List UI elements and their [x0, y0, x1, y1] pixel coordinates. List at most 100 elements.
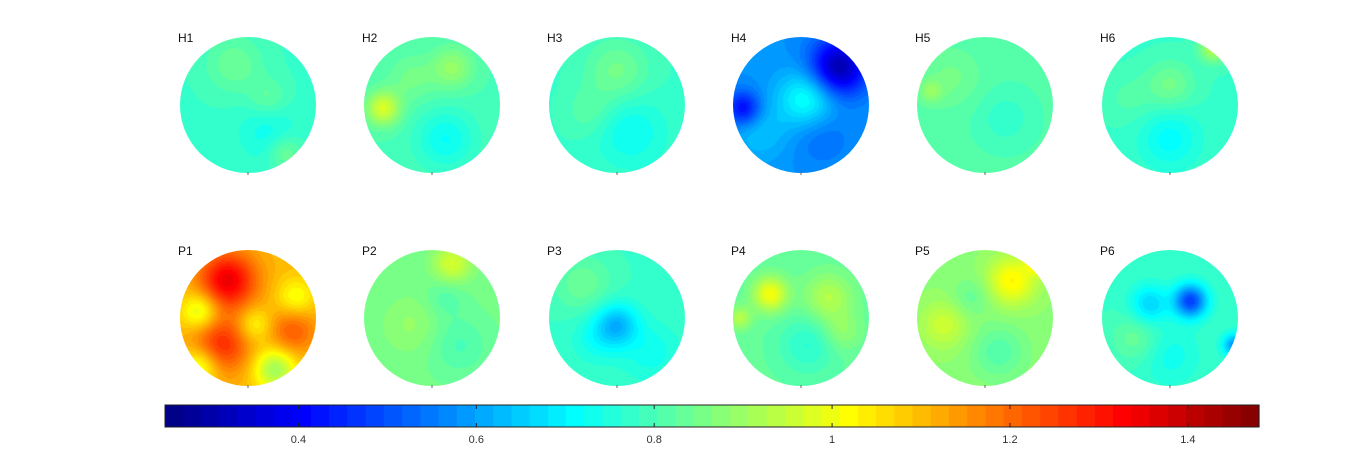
colorbar-segment	[967, 405, 987, 427]
colorbar-segment	[1058, 405, 1078, 427]
panel-label-p1: P1	[178, 244, 193, 258]
colorbar-segment	[219, 405, 239, 427]
colorbar-segment	[1204, 405, 1224, 427]
panel-label-h3: H3	[547, 31, 563, 45]
colorbar-segment	[329, 405, 348, 427]
topo-map-p6	[1102, 250, 1238, 386]
panel-label-p5: P5	[915, 244, 930, 258]
panel-label-p6: P6	[1100, 244, 1115, 258]
topo-panel-h5: H5	[915, 31, 1053, 175]
colorbar-segment	[292, 405, 312, 427]
topo-map-p5	[917, 250, 1053, 386]
colorbar-segment	[748, 405, 768, 427]
colorbar-segment	[602, 405, 622, 427]
colorbar-segment	[675, 405, 695, 427]
colorbar-segment	[803, 405, 822, 427]
colorbar-segment	[1113, 405, 1132, 427]
panel-label-h2: H2	[362, 31, 378, 45]
panel-label-p2: P2	[362, 244, 377, 258]
topo-map-h2	[364, 37, 500, 173]
colorbar-segment	[912, 405, 932, 427]
topo-map-h4	[733, 37, 869, 173]
colorbar-segment	[420, 405, 440, 427]
panel-label-h4: H4	[731, 31, 747, 45]
topo-panel-p4: P4	[731, 244, 869, 388]
colorbar: 0.4 0.6 0.8 1 1.2 1.4	[164, 404, 1260, 446]
topo-map-h3	[549, 37, 685, 173]
colorbar-segment	[547, 405, 567, 427]
colorbar-segment	[274, 405, 294, 427]
topo-panel-p6: P6	[1100, 244, 1238, 388]
panel-label-h1: H1	[178, 31, 194, 45]
colorbar-segment	[347, 405, 367, 427]
colorbar-frame	[164, 404, 1260, 428]
colorbar-segment	[839, 405, 859, 427]
colorbar-segment	[1222, 405, 1242, 427]
panel-label-p3: P3	[547, 244, 562, 258]
colorbar-segment	[949, 405, 968, 427]
colorbar-segment	[511, 405, 531, 427]
colorbar-tick-label: 1.2	[1002, 434, 1017, 446]
colorbar-segment	[310, 405, 330, 427]
colorbar-segment	[730, 405, 750, 427]
topo-map-p4	[733, 250, 869, 386]
colorbar-segment	[201, 405, 221, 427]
colorbar-segment	[493, 405, 513, 427]
colorbar-segment	[930, 405, 950, 427]
colorbar-tick-label: 0.4	[291, 434, 306, 446]
colorbar-segment	[712, 405, 731, 427]
colorbar-segment	[784, 405, 804, 427]
colorbar-segment	[1094, 405, 1114, 427]
colorbar-segment	[474, 405, 494, 427]
colorbar-tick-label: 1	[829, 434, 835, 446]
topo-map-p1	[180, 250, 316, 386]
topo-panel-h3: H3	[547, 31, 685, 175]
colorbar-segment	[438, 405, 458, 427]
topography-panels: H1 H2 H3 H4 H5 H6 P1 P2 P3 P4 P5 P6	[178, 31, 1238, 388]
topo-map-h1	[180, 37, 316, 173]
colorbar-segment	[1021, 405, 1041, 427]
colorbar-segment	[821, 405, 841, 427]
topo-panel-p1: P1	[178, 244, 316, 388]
colorbar-segment	[639, 405, 658, 427]
colorbar-segment	[566, 405, 585, 427]
topo-panel-p5: P5	[915, 244, 1053, 388]
topo-panel-p2: P2	[362, 244, 500, 388]
colorbar-segment	[165, 405, 184, 427]
topo-map-p3	[549, 250, 685, 386]
colorbar-segment	[1186, 405, 1205, 427]
colorbar-segment	[620, 405, 640, 427]
panel-label-h6: H6	[1100, 31, 1116, 45]
topo-panel-h1: H1	[178, 31, 316, 175]
topo-panel-h2: H2	[362, 31, 500, 175]
panel-label-p4: P4	[731, 244, 746, 258]
colorbar-segment	[1240, 405, 1260, 427]
topo-panel-h4: H4	[731, 31, 869, 175]
colorbar-segment	[237, 405, 257, 427]
colorbar-segment	[1131, 405, 1151, 427]
topo-map-h5	[917, 37, 1053, 173]
topo-panel-h6: H6	[1100, 31, 1238, 175]
colorbar-segment	[876, 405, 895, 427]
colorbar-tick-label: 0.8	[647, 434, 662, 446]
colorbar-segment	[183, 405, 203, 427]
colorbar-segment	[693, 405, 713, 427]
colorbar-tick-label: 1.4	[1180, 434, 1195, 446]
topo-map-h6	[1102, 37, 1238, 173]
colorbar-segment	[256, 405, 275, 427]
colorbar-segment	[529, 405, 549, 427]
colorbar-tick-label: 0.6	[469, 434, 484, 446]
panel-label-h5: H5	[915, 31, 931, 45]
colorbar-segment	[1040, 405, 1060, 427]
colorbar-segment	[1149, 405, 1169, 427]
colorbar-segment	[857, 405, 877, 427]
colorbar-segment	[766, 405, 786, 427]
colorbar-segment	[1003, 405, 1023, 427]
colorbar-segment	[584, 405, 604, 427]
colorbar-segment	[365, 405, 385, 427]
colorbar-segment	[456, 405, 476, 427]
colorbar-segment	[383, 405, 403, 427]
topo-panel-p3: P3	[547, 244, 685, 388]
